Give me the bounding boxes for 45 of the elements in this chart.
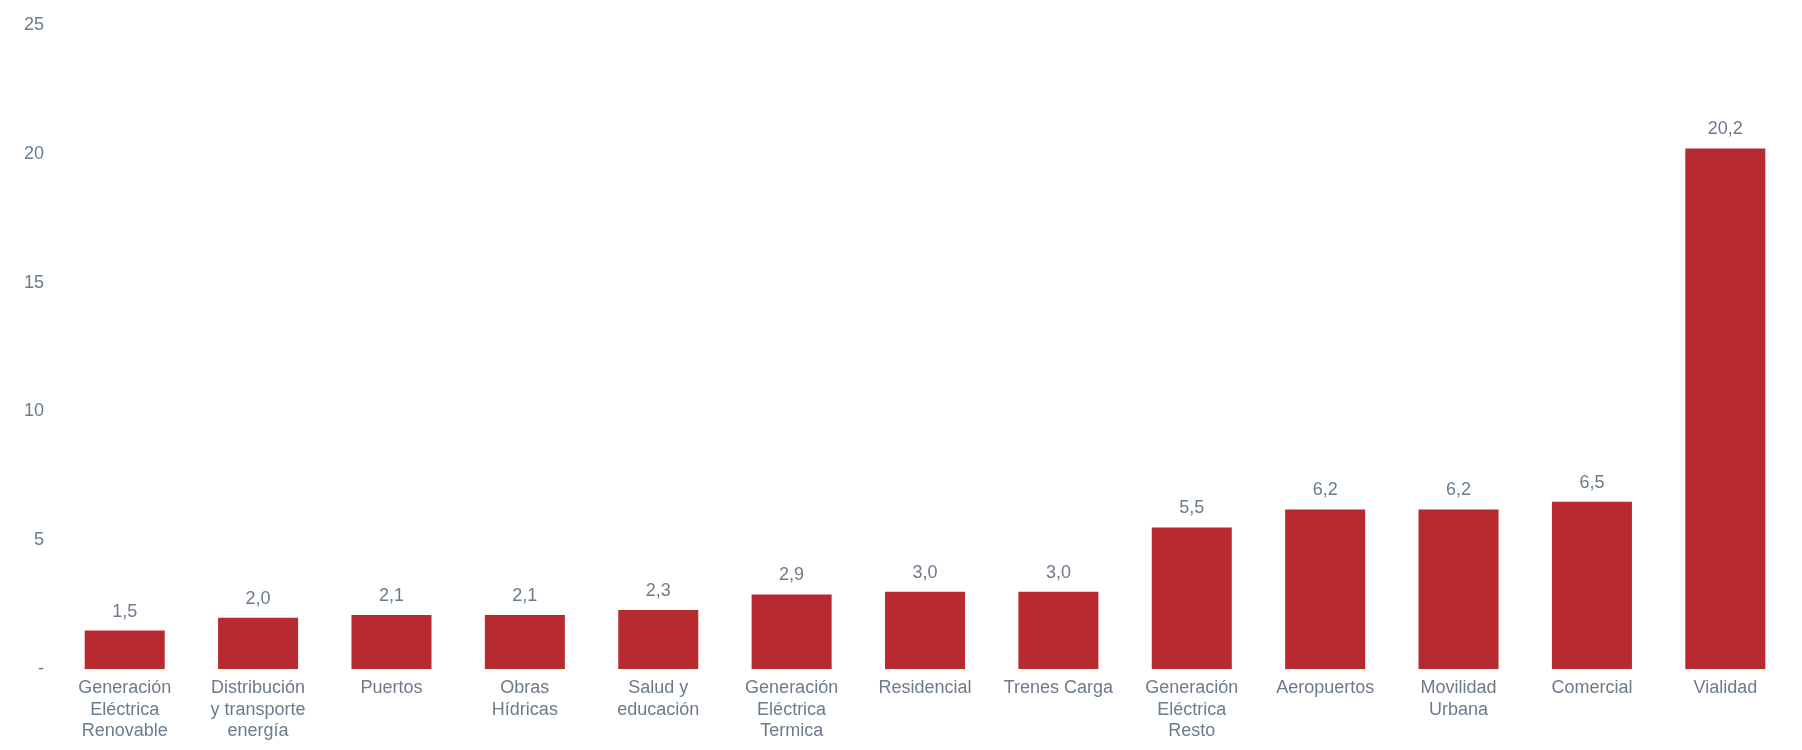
y-tick-label: 20 bbox=[23, 142, 45, 163]
bar bbox=[1151, 527, 1232, 670]
x-tick-label: Movilidad Urbana bbox=[1420, 676, 1497, 719]
bar bbox=[351, 615, 432, 670]
data-label: 6,5 bbox=[1579, 471, 1605, 492]
x-tick-label: Residencial bbox=[878, 676, 972, 697]
data-label: 1,5 bbox=[112, 600, 138, 621]
x-tick-label: Vialidad bbox=[1693, 676, 1758, 697]
bar bbox=[751, 594, 832, 670]
data-label: 2,1 bbox=[512, 585, 538, 606]
x-tick-label: Comercial bbox=[1551, 676, 1633, 697]
x-tick-label: Salud y educación bbox=[617, 676, 700, 719]
bar bbox=[84, 630, 165, 670]
y-tick-label: 25 bbox=[23, 13, 45, 34]
bar bbox=[218, 617, 299, 670]
bar bbox=[1018, 591, 1099, 670]
y-tick-label: - bbox=[38, 658, 45, 679]
bar bbox=[1285, 509, 1366, 670]
bar bbox=[1551, 501, 1632, 670]
data-label: 5,5 bbox=[1179, 497, 1205, 518]
x-tick-label: Generación Eléctrica Termica bbox=[745, 676, 839, 741]
x-tick-label: Generación Eléctrica Renovable bbox=[78, 676, 172, 741]
x-tick-label: Aeropuertos bbox=[1276, 676, 1375, 697]
y-tick-label: 5 bbox=[34, 529, 45, 550]
y-tick-label: 10 bbox=[23, 400, 45, 421]
bar bbox=[1418, 509, 1499, 670]
x-tick-label: Puertos bbox=[360, 676, 423, 697]
data-label: 6,2 bbox=[1446, 479, 1472, 500]
x-tick-label: Generación Eléctrica Resto bbox=[1145, 676, 1239, 741]
data-label: 20,2 bbox=[1707, 118, 1743, 139]
x-tick-label: Distribución y transporte energía bbox=[210, 676, 306, 741]
x-tick-label: Trenes Carga bbox=[1003, 676, 1115, 697]
data-label: 3,0 bbox=[1045, 561, 1071, 582]
data-label: 6,2 bbox=[1312, 479, 1338, 500]
y-tick-label: 15 bbox=[23, 271, 45, 292]
x-tick-label: Obras Hídricas bbox=[491, 676, 558, 719]
data-label: 2,0 bbox=[245, 587, 271, 608]
bar bbox=[618, 609, 699, 670]
data-label: 2,9 bbox=[779, 564, 805, 585]
bar bbox=[484, 615, 565, 670]
data-label: 3,0 bbox=[912, 561, 938, 582]
data-label: 2,1 bbox=[378, 585, 404, 606]
data-label: 2,3 bbox=[645, 579, 671, 600]
bar bbox=[1685, 148, 1766, 670]
bar bbox=[885, 591, 966, 670]
